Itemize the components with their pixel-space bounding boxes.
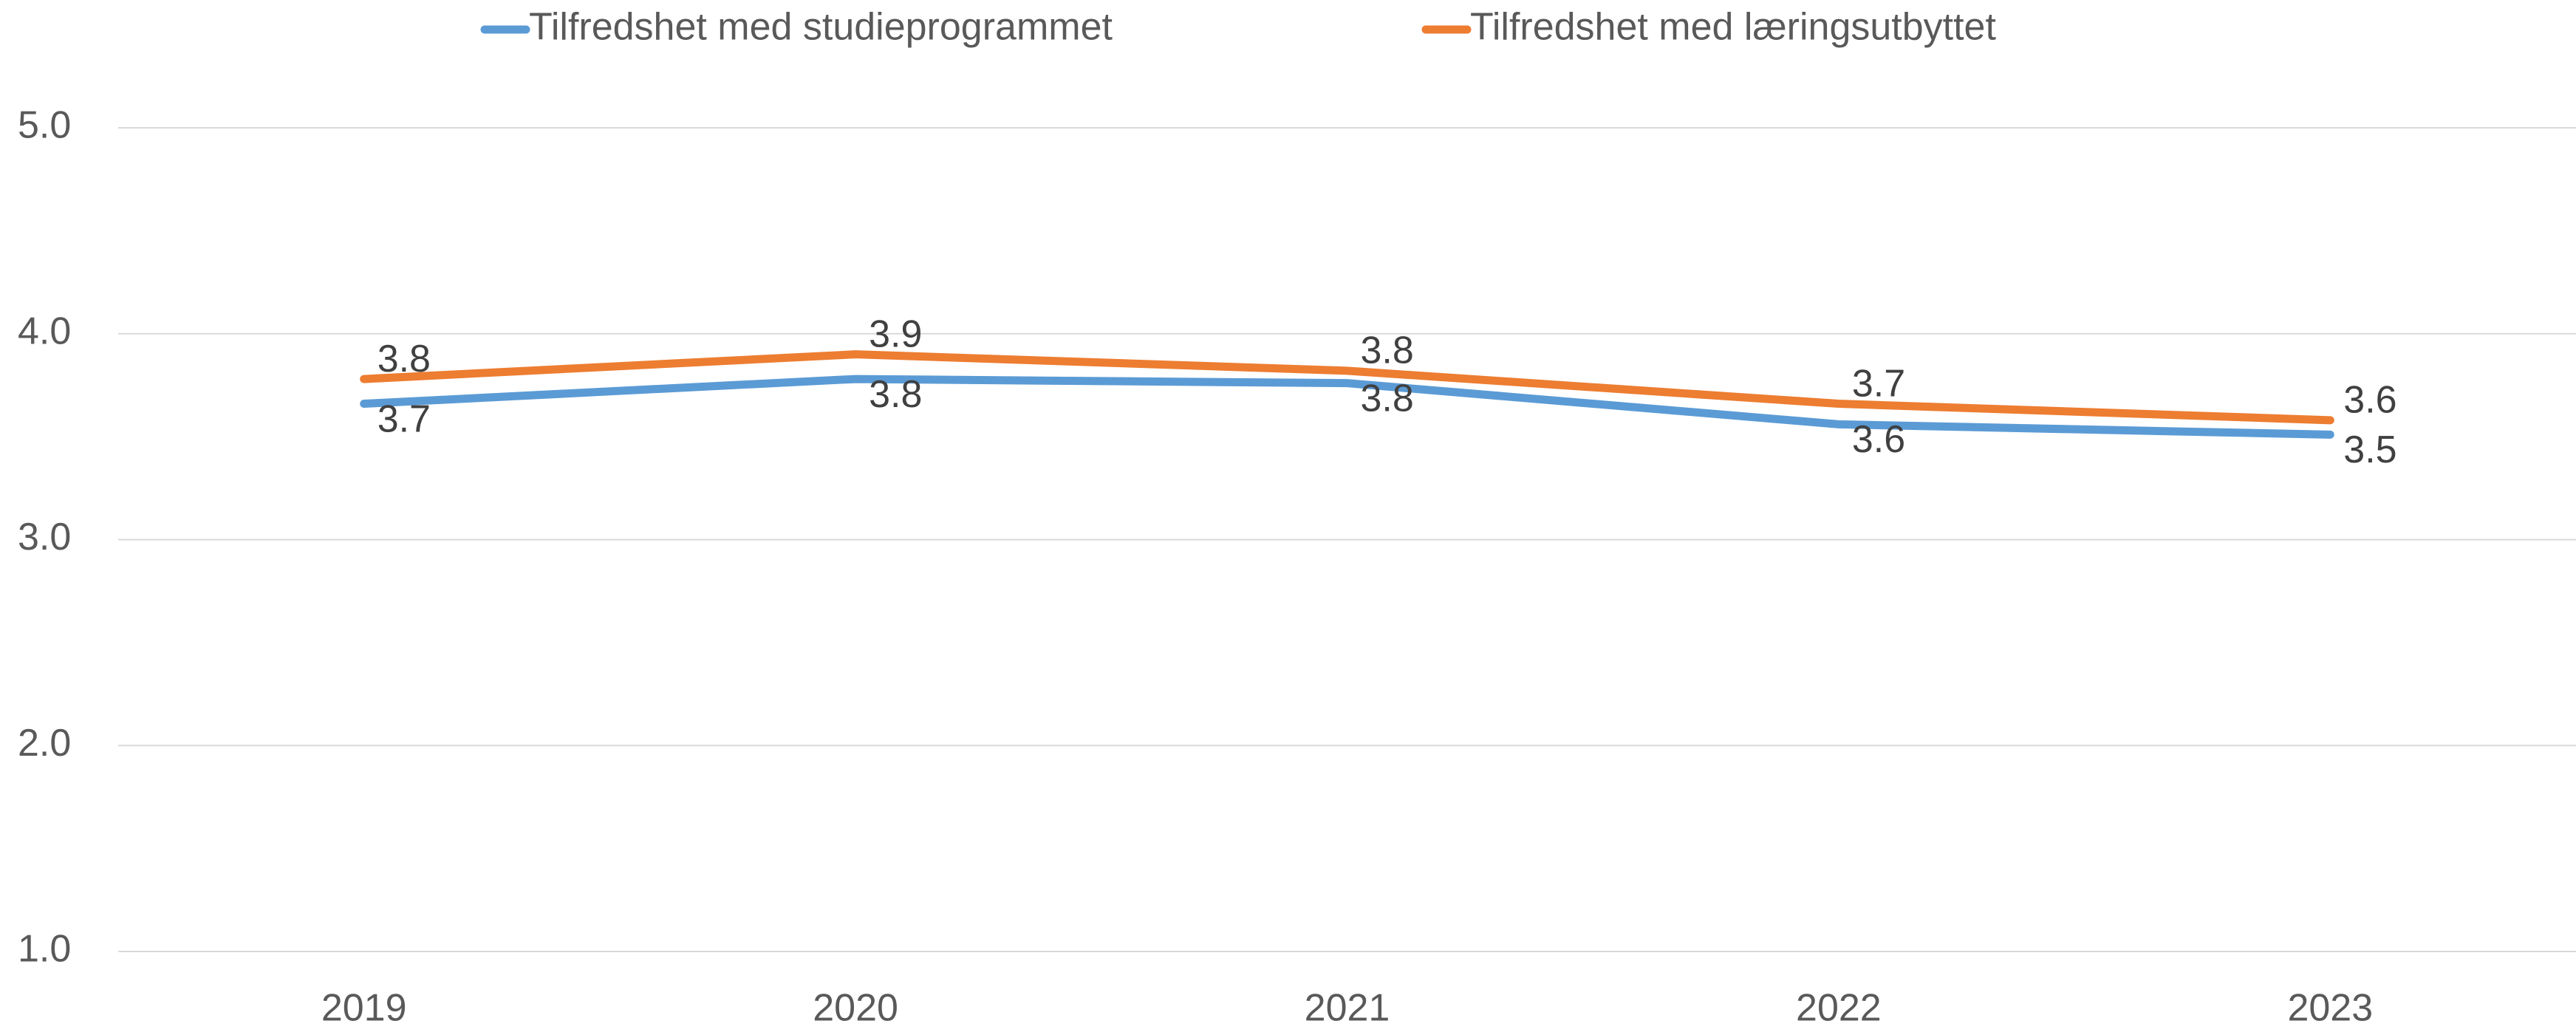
- y-tick-label: 3.0: [18, 516, 71, 558]
- x-tick-label: 2019: [321, 987, 407, 1030]
- legend-label: Tilfredshet med studieprogrammet: [529, 6, 1113, 49]
- data-label: 3.6: [1852, 418, 1905, 461]
- y-tick-label: 2.0: [18, 722, 71, 765]
- y-tick-label: 4.0: [18, 310, 71, 352]
- x-tick-label: 2023: [2287, 987, 2373, 1030]
- y-tick-label: 1.0: [18, 928, 71, 971]
- data-label: 3.8: [1361, 377, 1414, 420]
- series-line: [360, 350, 2334, 425]
- x-tick-label: 2021: [1305, 987, 1390, 1030]
- data-label: 3.7: [1852, 362, 1905, 405]
- x-tick-label: 2022: [1796, 987, 1882, 1030]
- legend-label: Tilfredshet med læringsutbyttet: [1470, 6, 1996, 49]
- data-label: 3.5: [2343, 428, 2396, 471]
- data-label: 3.6: [2343, 379, 2396, 422]
- series-line: [360, 375, 2334, 439]
- data-label: 3.8: [1361, 329, 1414, 372]
- x-tick-label: 2020: [813, 987, 898, 1030]
- data-label: 3.8: [377, 338, 431, 380]
- data-label: 3.8: [869, 373, 922, 416]
- y-tick-label: 5.0: [18, 104, 71, 147]
- data-label: 3.9: [869, 312, 922, 355]
- data-label: 3.7: [377, 397, 431, 440]
